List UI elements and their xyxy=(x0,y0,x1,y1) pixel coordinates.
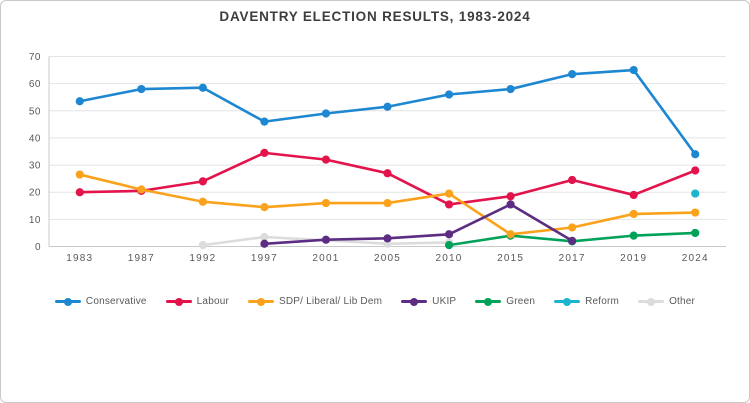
sdp-liberal-lib-dem-point-2001 xyxy=(321,198,331,208)
x-tick-label-2001: 2001 xyxy=(312,253,339,264)
conservative-point-2015 xyxy=(506,84,515,94)
legend-label-other: Other xyxy=(669,296,696,307)
conservative-point-2001 xyxy=(321,109,331,118)
legend-item-sdp-liberal-lib-dem: SDP/ Liberal/ Lib Dem xyxy=(248,296,382,307)
legend-label-reform: Reform xyxy=(585,296,620,307)
x-tick-label-2019: 2019 xyxy=(620,253,647,264)
y-tick-label-20: 20 xyxy=(29,188,41,199)
green-point-2010 xyxy=(444,241,454,250)
legend-item-green: Green xyxy=(475,296,535,307)
green-point-2024 xyxy=(691,228,700,238)
labour-point-2017 xyxy=(568,175,577,185)
x-tick-label-1987: 1987 xyxy=(128,253,155,264)
legend-item-reform: Reform xyxy=(554,296,619,307)
labour-point-2024 xyxy=(691,166,700,175)
x-tick-label-2015: 2015 xyxy=(497,253,524,264)
labour-point-1997 xyxy=(260,148,269,157)
legend-label-green: Green xyxy=(506,296,536,307)
chart-title: DAVENTRY ELECTION RESULTS, 1983-2024 xyxy=(219,9,531,24)
sdp-liberal-lib-dem-point-1983 xyxy=(75,170,84,179)
conservative-point-2019 xyxy=(629,65,638,75)
legend-marker-other xyxy=(638,297,665,306)
legend-marker-labour xyxy=(165,297,192,306)
sdp-liberal-lib-dem-point-2019 xyxy=(629,209,638,219)
conservative-point-2010 xyxy=(444,90,454,99)
labour-point-2001 xyxy=(321,155,331,164)
legend-marker-sdp-liberal-lib-dem xyxy=(248,297,275,306)
labour-point-2019 xyxy=(629,190,638,200)
y-tick-label-70: 70 xyxy=(29,52,41,63)
y-tick-label-60: 60 xyxy=(29,79,41,90)
green-point-2019 xyxy=(629,231,638,240)
conservative-point-2005 xyxy=(383,102,392,111)
sdp-liberal-lib-dem-point-2010 xyxy=(444,189,454,198)
conservative-point-1997 xyxy=(260,117,269,126)
labour-point-2010 xyxy=(444,200,454,209)
x-tick-label-2010: 2010 xyxy=(436,253,463,264)
y-tick-label-50: 50 xyxy=(29,106,41,117)
conservative-point-1983 xyxy=(75,97,84,106)
labour-point-2015 xyxy=(506,192,515,201)
chart-legend: Conservative Labour SDP/ Liberal/ Lib Dem U… xyxy=(0,296,750,307)
y-tick-label-10: 10 xyxy=(29,215,41,226)
y-tick-label-30: 30 xyxy=(29,161,41,172)
sdp-liberal-lib-dem-point-2015 xyxy=(506,230,515,239)
legend-label-sdp-liberal-lib-dem: SDP/ Liberal/ Lib Dem xyxy=(279,296,383,307)
labour-point-1983 xyxy=(75,188,84,197)
conservative-point-2017 xyxy=(568,70,577,79)
ukip-point-2017 xyxy=(568,236,577,245)
legend-marker-ukip xyxy=(401,297,428,306)
y-tick-label-40: 40 xyxy=(29,133,41,144)
labour-point-1992 xyxy=(198,177,207,186)
ukip-point-2015 xyxy=(506,200,515,209)
conservative-point-1992 xyxy=(198,83,207,92)
x-tick-label-1992: 1992 xyxy=(189,253,216,264)
election-line-chart: 0 10 20 30 40 50 60 70 1983 1987 1992 1997 2001 2005 2… xyxy=(29,52,726,264)
sdp-liberal-lib-dem-point-1987 xyxy=(137,185,146,194)
legend-label-ukip: UKIP xyxy=(432,296,457,307)
series-line-ukip xyxy=(263,203,574,246)
ukip-point-2010 xyxy=(444,230,454,239)
legend-label-labour: Labour xyxy=(196,296,230,307)
x-tick-label-2005: 2005 xyxy=(374,253,401,264)
sdp-liberal-lib-dem-point-1992 xyxy=(198,197,207,206)
sdp-liberal-lib-dem-point-2017 xyxy=(568,223,577,232)
legend-label-conservative: Conservative xyxy=(85,296,147,307)
x-tick-label-1997: 1997 xyxy=(251,253,278,264)
labour-point-2005 xyxy=(383,169,392,178)
x-tick-label-2024: 2024 xyxy=(682,253,709,264)
legend-marker-green xyxy=(475,297,502,306)
legend-item-labour: Labour xyxy=(165,296,230,307)
y-tick-label-0: 0 xyxy=(35,242,41,253)
other-point-1992 xyxy=(198,241,207,250)
series-line-conservative xyxy=(78,68,697,156)
conservative-point-2024 xyxy=(691,150,700,159)
legend-marker-conservative xyxy=(54,297,81,306)
sdp-liberal-lib-dem-point-1997 xyxy=(260,203,269,212)
ukip-point-1997 xyxy=(260,239,269,248)
x-tick-label-1983: 1983 xyxy=(66,253,93,264)
ukip-point-2001 xyxy=(321,235,331,244)
legend-marker-reform xyxy=(554,297,581,306)
conservative-point-1987 xyxy=(137,84,146,94)
sdp-liberal-lib-dem-point-2024 xyxy=(691,208,700,217)
legend-item-ukip: UKIP xyxy=(401,296,456,307)
reform-point-2024 xyxy=(691,189,700,198)
x-tick-label-2017: 2017 xyxy=(559,253,586,264)
ukip-point-2005 xyxy=(383,234,392,243)
other-point-1997 xyxy=(260,232,269,242)
legend-item-conservative: Conservative xyxy=(54,296,147,307)
sdp-liberal-lib-dem-point-2005 xyxy=(383,198,392,208)
legend-item-other: Other xyxy=(638,296,695,307)
